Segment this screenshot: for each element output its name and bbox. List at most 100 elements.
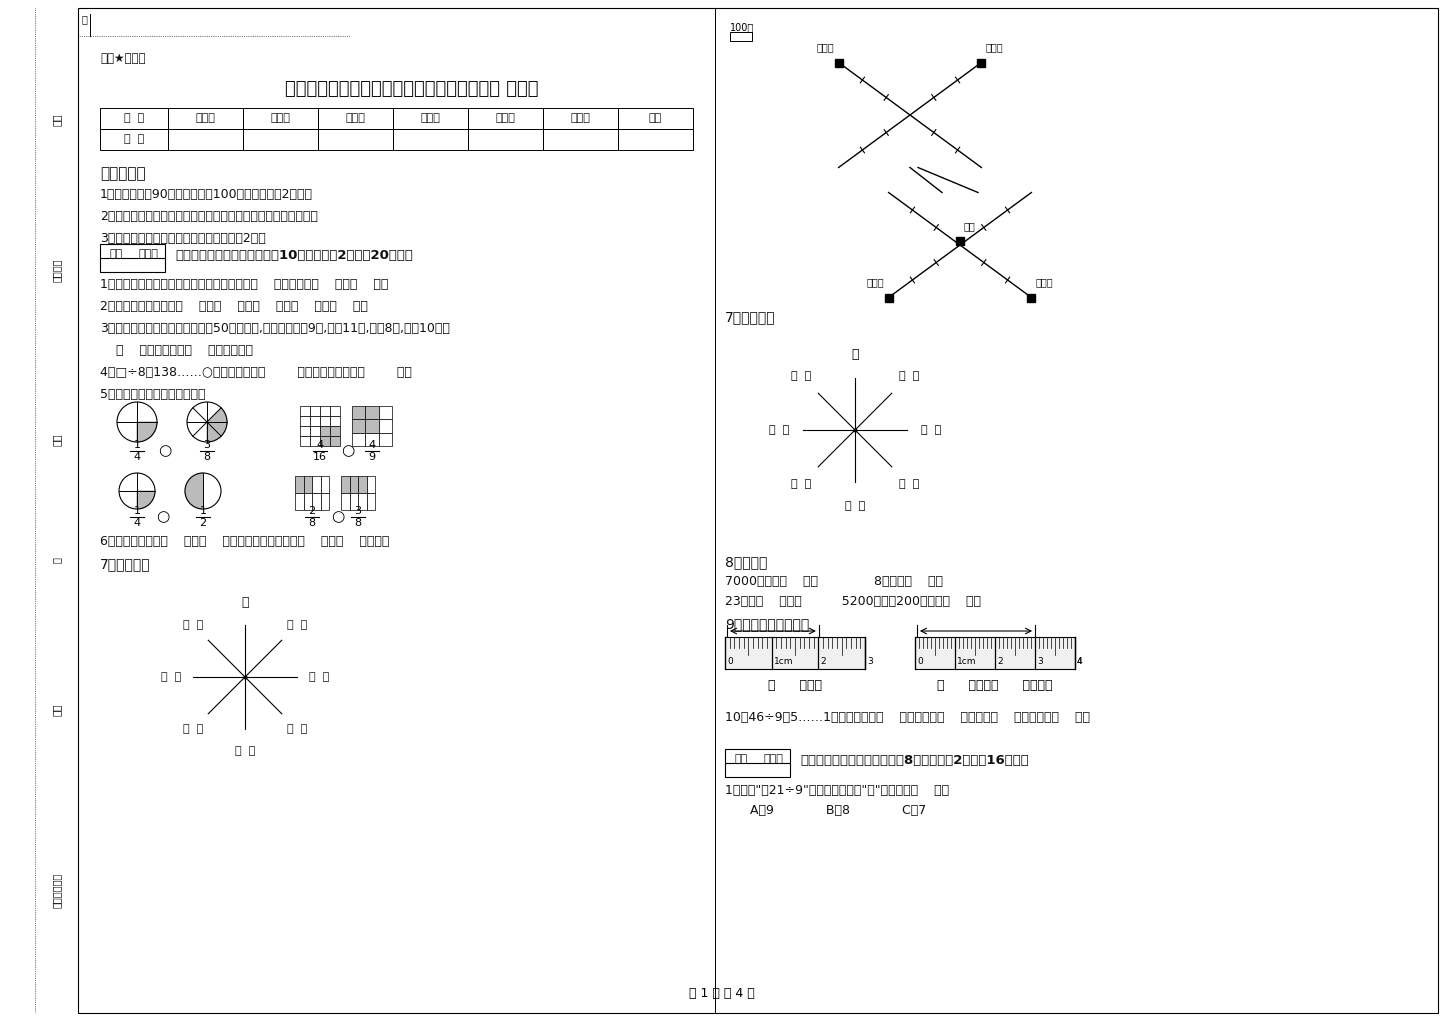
Text: 4、□÷8＝138……○，余数最大填（        ），这时被除数是（        ）。: 4、□÷8＝138……○，余数最大填（ ），这时被除数是（ ）。 xyxy=(100,366,412,379)
Text: 评卷人: 评卷人 xyxy=(764,754,783,764)
Text: 4: 4 xyxy=(133,518,140,528)
Bar xyxy=(379,433,392,446)
Bar xyxy=(543,108,618,129)
Text: （      ）毫米: （ ）毫米 xyxy=(767,679,822,692)
Bar xyxy=(303,493,312,510)
Polygon shape xyxy=(185,473,202,510)
Text: ○: ○ xyxy=(156,510,169,525)
Text: 8: 8 xyxy=(308,518,315,528)
Text: 2、常用的长度单位有（    ）、（    ）、（    ）、（    ）、（    ）。: 2、常用的长度单位有（ ）、（ ）、（ ）、（ ）、（ ）。 xyxy=(100,300,368,313)
Text: 9、量出钉子的长度。: 9、量出钉子的长度。 xyxy=(725,616,809,631)
Bar xyxy=(543,129,618,150)
Text: （  ）: （ ） xyxy=(288,620,308,630)
Text: 2、请首先按要求在试卷的指定位置填写您的姓名、班级、学号。: 2、请首先按要求在试卷的指定位置填写您的姓名、班级、学号。 xyxy=(100,210,318,223)
Text: 5、看图写分数，并比较大小。: 5、看图写分数，并比较大小。 xyxy=(100,388,205,401)
Text: 小兰家: 小兰家 xyxy=(1036,277,1053,287)
Text: A、9             B、8             C、7: A、9 B、8 C、7 xyxy=(750,804,926,817)
Bar xyxy=(350,493,358,510)
Text: 7000千克＝（    ）吨              8千克＝（    ）克: 7000千克＝（ ）吨 8千克＝（ ）克 xyxy=(725,575,944,588)
Text: 北: 北 xyxy=(241,596,249,609)
Text: 得分: 得分 xyxy=(110,249,123,259)
Polygon shape xyxy=(137,422,158,442)
Bar xyxy=(725,637,866,669)
Text: 总分: 总分 xyxy=(649,113,662,123)
Text: 4: 4 xyxy=(1077,657,1082,666)
Text: （      ）厘米（      ）毫米。: （ ）厘米（ ）毫米。 xyxy=(938,679,1053,692)
Text: 9: 9 xyxy=(368,452,376,462)
Text: （    ）跑得最快，（    ）跑得最慢。: （ ）跑得最快，（ ）跑得最慢。 xyxy=(100,344,253,357)
Text: 得分: 得分 xyxy=(734,754,749,764)
Bar xyxy=(303,476,312,493)
Bar xyxy=(311,426,319,436)
Text: 7、填一填。: 7、填一填。 xyxy=(100,557,150,571)
Text: 8: 8 xyxy=(354,518,361,528)
Text: 绝密★启用前: 绝密★启用前 xyxy=(100,52,146,65)
Bar xyxy=(468,129,543,150)
Bar xyxy=(379,420,392,433)
Bar xyxy=(329,436,340,446)
Text: 0: 0 xyxy=(727,657,733,666)
Bar xyxy=(295,476,303,493)
Text: 二、反复比较，慎重选择（共8小题，每题2分，共16分）。: 二、反复比较，慎重选择（共8小题，每题2分，共16分）。 xyxy=(801,754,1029,767)
Text: 1、考试时间：90分钟，满分为100分（含卷面分2分）。: 1、考试时间：90分钟，满分为100分（含卷面分2分）。 xyxy=(100,187,314,201)
Text: 得  分: 得 分 xyxy=(124,135,144,145)
Bar xyxy=(366,420,379,433)
Bar xyxy=(367,476,376,493)
Text: 1: 1 xyxy=(199,506,207,516)
Bar xyxy=(318,108,393,129)
Text: 23吨＝（    ）千克          5200千克－200千克＝（    ）吨: 23吨＝（ ）千克 5200千克－200千克＝（ ）吨 xyxy=(725,595,981,608)
Text: 小红家: 小红家 xyxy=(816,43,835,53)
Text: 宁夏重点小学三年级数学下学期过关检测试卷 附解析: 宁夏重点小学三年级数学下学期过关检测试卷 附解析 xyxy=(285,81,539,98)
Text: 3: 3 xyxy=(1038,657,1043,666)
Bar xyxy=(353,420,366,433)
Bar xyxy=(350,476,358,493)
Bar xyxy=(329,426,340,436)
Text: 乡镇（街道）: 乡镇（街道） xyxy=(52,872,62,908)
Bar xyxy=(301,436,311,446)
Text: （  ）: （ ） xyxy=(769,425,789,435)
Text: 4: 4 xyxy=(316,440,324,450)
Bar xyxy=(311,416,319,426)
Bar xyxy=(301,426,311,436)
Bar xyxy=(358,493,367,510)
Text: （  ）: （ ） xyxy=(288,725,308,735)
Text: 题  号: 题 号 xyxy=(124,113,144,123)
Polygon shape xyxy=(137,491,155,510)
Text: 6、小红家在学校（    ）方（    ）米处；小明家在学校（    ）方（    ）米处。: 6、小红家在学校（ ）方（ ）米处；小明家在学校（ ）方（ ）米处。 xyxy=(100,535,389,548)
Bar xyxy=(295,493,303,510)
Bar xyxy=(168,129,243,150)
Text: 1: 1 xyxy=(133,506,140,516)
Bar xyxy=(366,406,379,420)
Text: （  ）: （ ） xyxy=(236,746,256,756)
Text: 填空题: 填空题 xyxy=(195,113,215,123)
Text: 3、体育老师对第一小组同学进行50米跑测试,成绩如下小红9秒,小丽11秒,小明8秒,小军10秒。: 3、体育老师对第一小组同学进行50米跑测试,成绩如下小红9秒,小丽11秒,小明8… xyxy=(100,322,449,335)
Text: （  ）: （ ） xyxy=(160,672,181,682)
Text: （  ）: （ ） xyxy=(309,672,329,682)
Text: 综合题: 综合题 xyxy=(496,113,516,123)
Text: 0: 0 xyxy=(918,657,923,666)
Text: 100米: 100米 xyxy=(730,22,754,32)
Bar xyxy=(329,416,340,426)
Text: 学校: 学校 xyxy=(52,704,62,716)
Text: （  ）: （ ） xyxy=(182,725,202,735)
Polygon shape xyxy=(207,422,227,436)
Bar xyxy=(358,476,367,493)
Bar xyxy=(319,406,329,416)
Bar xyxy=(321,476,329,493)
Text: 1cm: 1cm xyxy=(957,657,977,666)
Bar xyxy=(301,416,311,426)
Text: 计算题: 计算题 xyxy=(420,113,441,123)
Bar xyxy=(319,416,329,426)
Bar xyxy=(321,493,329,510)
Text: 内: 内 xyxy=(52,557,62,562)
Bar xyxy=(312,493,321,510)
Bar xyxy=(341,476,350,493)
Text: （  ）: （ ） xyxy=(899,479,919,489)
Text: 评卷人: 评卷人 xyxy=(139,249,159,259)
Text: 2: 2 xyxy=(997,657,1003,666)
Bar xyxy=(353,406,366,420)
Text: 8: 8 xyxy=(204,452,211,462)
Bar xyxy=(915,637,1075,669)
Polygon shape xyxy=(207,422,221,442)
Text: ○: ○ xyxy=(159,443,172,459)
